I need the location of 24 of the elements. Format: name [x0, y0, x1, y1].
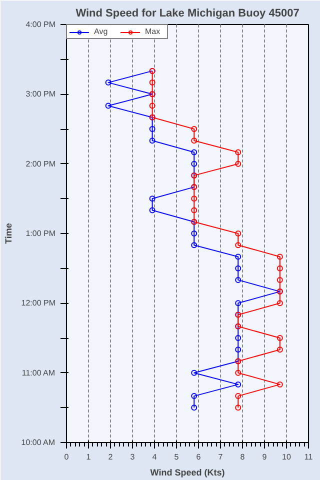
y-tick-label: 11:00 AM	[22, 368, 56, 378]
x-tick-label: 3	[130, 452, 136, 462]
x-axis-title: Wind Speed (Kts)	[150, 468, 225, 478]
x-tick-label: 8	[240, 452, 246, 462]
y-tick-label: 1:00 PM	[26, 229, 56, 238]
x-tick-label: 7	[218, 452, 224, 462]
x-tick-label: 4	[152, 452, 158, 462]
y-tick-label: 10:00 AM	[21, 438, 56, 447]
x-tick-label: 2	[108, 452, 114, 462]
x-tick-label: 9	[262, 452, 268, 462]
y-tick-label: 2:00 PM	[26, 159, 56, 168]
x-tick-label: 5	[174, 452, 180, 462]
x-tick-label: 0	[64, 452, 70, 462]
y-tick-label: 12:00 PM	[21, 298, 56, 308]
y-tick-label: 3:00 PM	[26, 90, 56, 99]
x-tick-label: 6	[196, 452, 202, 462]
legend-label: Max	[145, 27, 162, 36]
x-tick-label: 11	[304, 452, 314, 462]
x-tick-label: 10	[282, 452, 292, 462]
chart-title: Wind Speed for Lake Michigan Buoy 45007	[76, 8, 300, 20]
y-tick-label: 4:00 PM	[26, 20, 56, 29]
x-tick-label: 1	[86, 452, 92, 462]
legend-label: Avg	[94, 27, 109, 36]
y-axis-title: Time	[3, 223, 14, 244]
